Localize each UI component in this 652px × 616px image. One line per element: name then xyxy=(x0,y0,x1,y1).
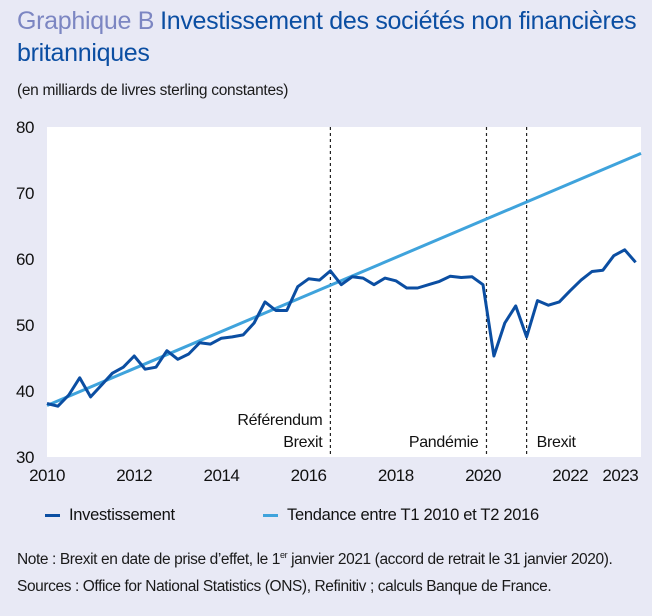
legend-item-investment: Investissement xyxy=(45,506,175,525)
event-label: Référendum xyxy=(237,412,322,429)
event-label: Brexit xyxy=(283,434,323,451)
chart-title: Graphique B Investissement des sociétés n… xyxy=(17,5,647,69)
legend-swatch-trend xyxy=(263,514,278,517)
legend-label: Investissement xyxy=(69,506,175,524)
x-tick-label: 2022 xyxy=(552,466,588,485)
x-tick-label: 2012 xyxy=(116,466,152,485)
x-tick-label: 2020 xyxy=(465,466,501,485)
investment-line xyxy=(46,248,637,408)
chart-sources: Sources : Office for National Statistics… xyxy=(17,578,552,595)
chart-subtitle: (en milliards de livres sterling constan… xyxy=(17,82,289,99)
x-tick-label: 2016 xyxy=(291,466,327,485)
legend-label: Tendance entre T1 2010 et T2 2016 xyxy=(287,506,539,524)
legend-swatch-investment xyxy=(45,514,60,517)
x-tick-label: 2023 xyxy=(602,466,638,485)
line-chart: Référendum Brexit Pandémie Brexit 30 40 50 60 70… xyxy=(16,118,642,485)
event-label: Pandémie xyxy=(409,434,479,451)
legend-item-trend: Tendance entre T1 2010 et T2 2016 xyxy=(263,506,539,525)
chart-title-text: Investissement des sociétés non financiè… xyxy=(17,7,637,67)
chart-number: Graphique B xyxy=(17,7,155,35)
event-label: Brexit xyxy=(537,434,577,451)
y-tick-label: 40 xyxy=(16,382,34,401)
plot-area xyxy=(47,127,641,457)
y-tick-label: 70 xyxy=(16,184,34,203)
x-tick-label: 2018 xyxy=(378,466,414,485)
y-tick-label: 50 xyxy=(16,316,34,335)
y-tick-label: 80 xyxy=(16,118,34,137)
y-tick-label: 60 xyxy=(16,250,34,269)
x-tick-label: 2010 xyxy=(29,466,65,485)
x-tick-label: 2014 xyxy=(203,466,239,485)
chart-note: Note : Brexit en date de prise d’effet, … xyxy=(17,550,613,569)
y-tick-label: 30 xyxy=(16,448,34,467)
trend-line xyxy=(46,152,642,407)
